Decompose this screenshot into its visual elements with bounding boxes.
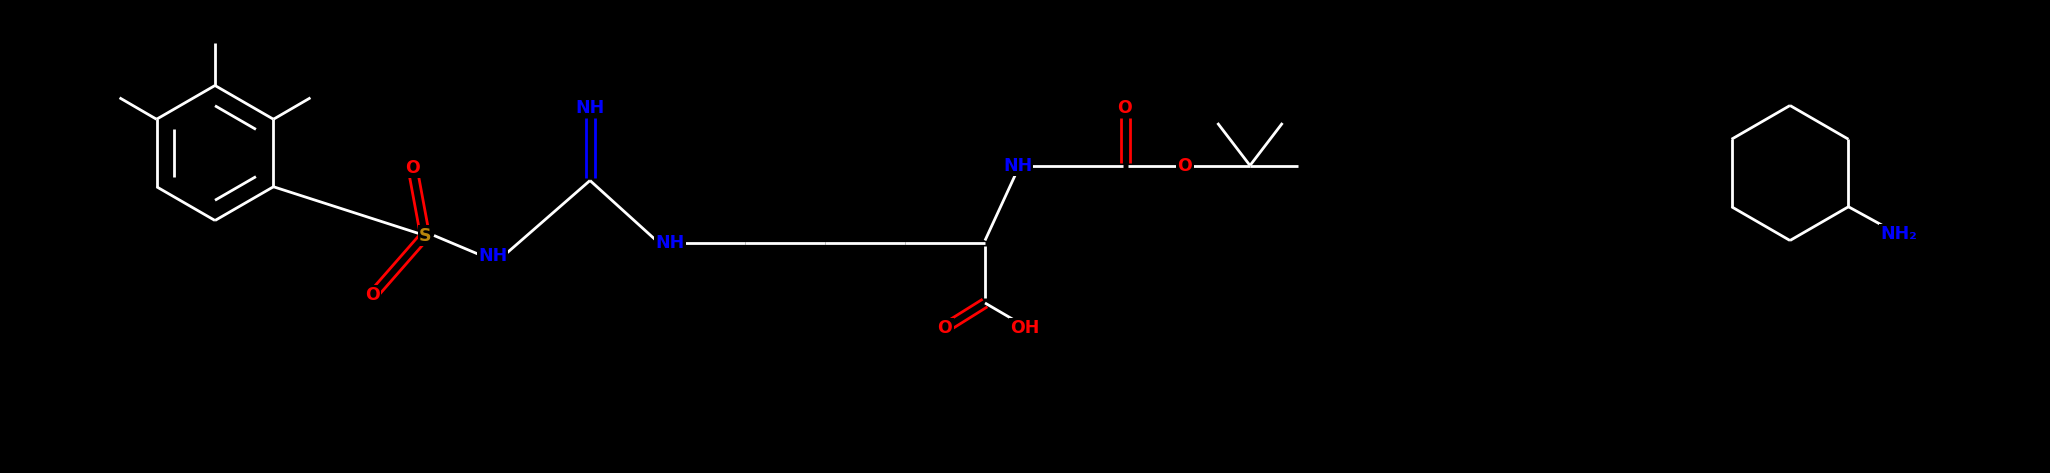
Text: O: O (1117, 99, 1132, 117)
Text: OH: OH (1011, 319, 1039, 337)
Text: S: S (418, 227, 430, 245)
Text: O: O (1177, 157, 1193, 175)
Text: O: O (937, 319, 953, 337)
Text: NH₂: NH₂ (1880, 225, 1917, 243)
Text: O: O (406, 159, 420, 177)
Text: NH: NH (1002, 157, 1031, 175)
Text: NH: NH (656, 234, 685, 252)
Text: O: O (365, 287, 379, 305)
Text: NH: NH (478, 246, 506, 264)
Text: NH: NH (576, 99, 605, 117)
